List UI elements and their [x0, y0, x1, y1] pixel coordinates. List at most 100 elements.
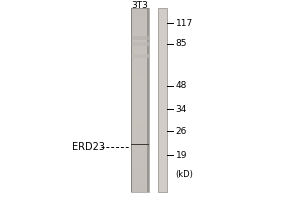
Bar [130, 43, 148, 44]
Bar [130, 50, 148, 51]
Bar [130, 76, 148, 77]
Bar [130, 57, 148, 58]
Bar [130, 42, 148, 46]
Bar [130, 42, 148, 43]
Bar [130, 24, 148, 25]
Bar [130, 110, 148, 111]
Bar [130, 91, 148, 92]
Text: 85: 85 [176, 40, 187, 48]
Bar [130, 118, 148, 119]
Bar [130, 117, 148, 118]
Text: 19: 19 [176, 150, 187, 160]
Bar [130, 144, 148, 145]
Bar [130, 146, 148, 147]
Bar [130, 79, 148, 80]
Bar [130, 127, 148, 128]
Bar [130, 106, 148, 107]
Text: 117: 117 [176, 19, 193, 27]
Bar [130, 121, 148, 122]
Bar [130, 177, 148, 178]
Bar [147, 8, 148, 192]
Bar [130, 144, 148, 145]
Bar [130, 84, 148, 85]
Bar [130, 19, 148, 20]
Bar [130, 164, 148, 165]
Bar [130, 107, 148, 108]
Bar [130, 45, 148, 46]
Bar [130, 126, 148, 127]
Bar [130, 108, 148, 109]
Bar [130, 23, 148, 24]
Bar [130, 94, 148, 95]
Bar [130, 120, 148, 121]
Bar [130, 166, 148, 167]
Bar [130, 59, 148, 60]
Bar [130, 123, 148, 124]
Bar [130, 68, 148, 69]
Text: 26: 26 [176, 127, 187, 136]
Bar [130, 71, 148, 72]
Bar [130, 8, 148, 192]
Bar [130, 44, 148, 45]
Bar [130, 141, 148, 142]
Bar [130, 41, 148, 42]
Bar [130, 87, 148, 88]
Bar [130, 144, 148, 145]
Bar [130, 168, 148, 169]
Bar [130, 113, 148, 114]
Bar [130, 63, 148, 64]
Bar [130, 35, 148, 36]
Bar [130, 62, 148, 63]
Text: 34: 34 [176, 105, 187, 114]
Bar [130, 144, 148, 145]
Bar [130, 138, 148, 139]
Bar [130, 14, 148, 15]
Bar [130, 82, 148, 83]
Bar [130, 66, 148, 67]
Bar [130, 64, 148, 65]
Bar [130, 190, 148, 191]
Bar [130, 161, 148, 162]
Bar [130, 33, 148, 34]
Bar [130, 92, 148, 93]
Bar [130, 55, 148, 56]
Bar [130, 144, 148, 145]
Bar [130, 78, 148, 79]
Bar [130, 13, 148, 14]
Bar [130, 136, 148, 137]
Bar [130, 29, 148, 30]
Bar [130, 182, 148, 183]
Text: ERD23: ERD23 [72, 142, 105, 152]
Bar [130, 20, 148, 21]
Bar [130, 12, 148, 13]
Bar [130, 144, 148, 145]
Bar [130, 60, 148, 61]
Bar [130, 31, 148, 32]
Bar [130, 16, 148, 17]
Bar [130, 8, 148, 9]
Bar [130, 156, 148, 157]
Bar [130, 30, 148, 31]
Bar [130, 167, 148, 168]
Bar [130, 159, 148, 160]
Bar [130, 18, 148, 19]
Bar [130, 36, 148, 37]
Bar [130, 144, 148, 145]
Bar [130, 65, 148, 66]
Bar [130, 191, 148, 192]
Bar [130, 155, 148, 156]
Bar [130, 70, 148, 71]
Bar [130, 114, 148, 115]
Bar [130, 15, 148, 16]
Bar [130, 81, 148, 82]
Bar [130, 38, 148, 39]
Bar [130, 185, 148, 186]
Bar [130, 61, 148, 62]
Bar [130, 69, 148, 70]
Bar [130, 178, 148, 179]
Bar [130, 173, 148, 174]
Bar [130, 186, 148, 187]
Bar [130, 52, 148, 53]
Bar [130, 144, 148, 145]
Bar [130, 116, 148, 117]
